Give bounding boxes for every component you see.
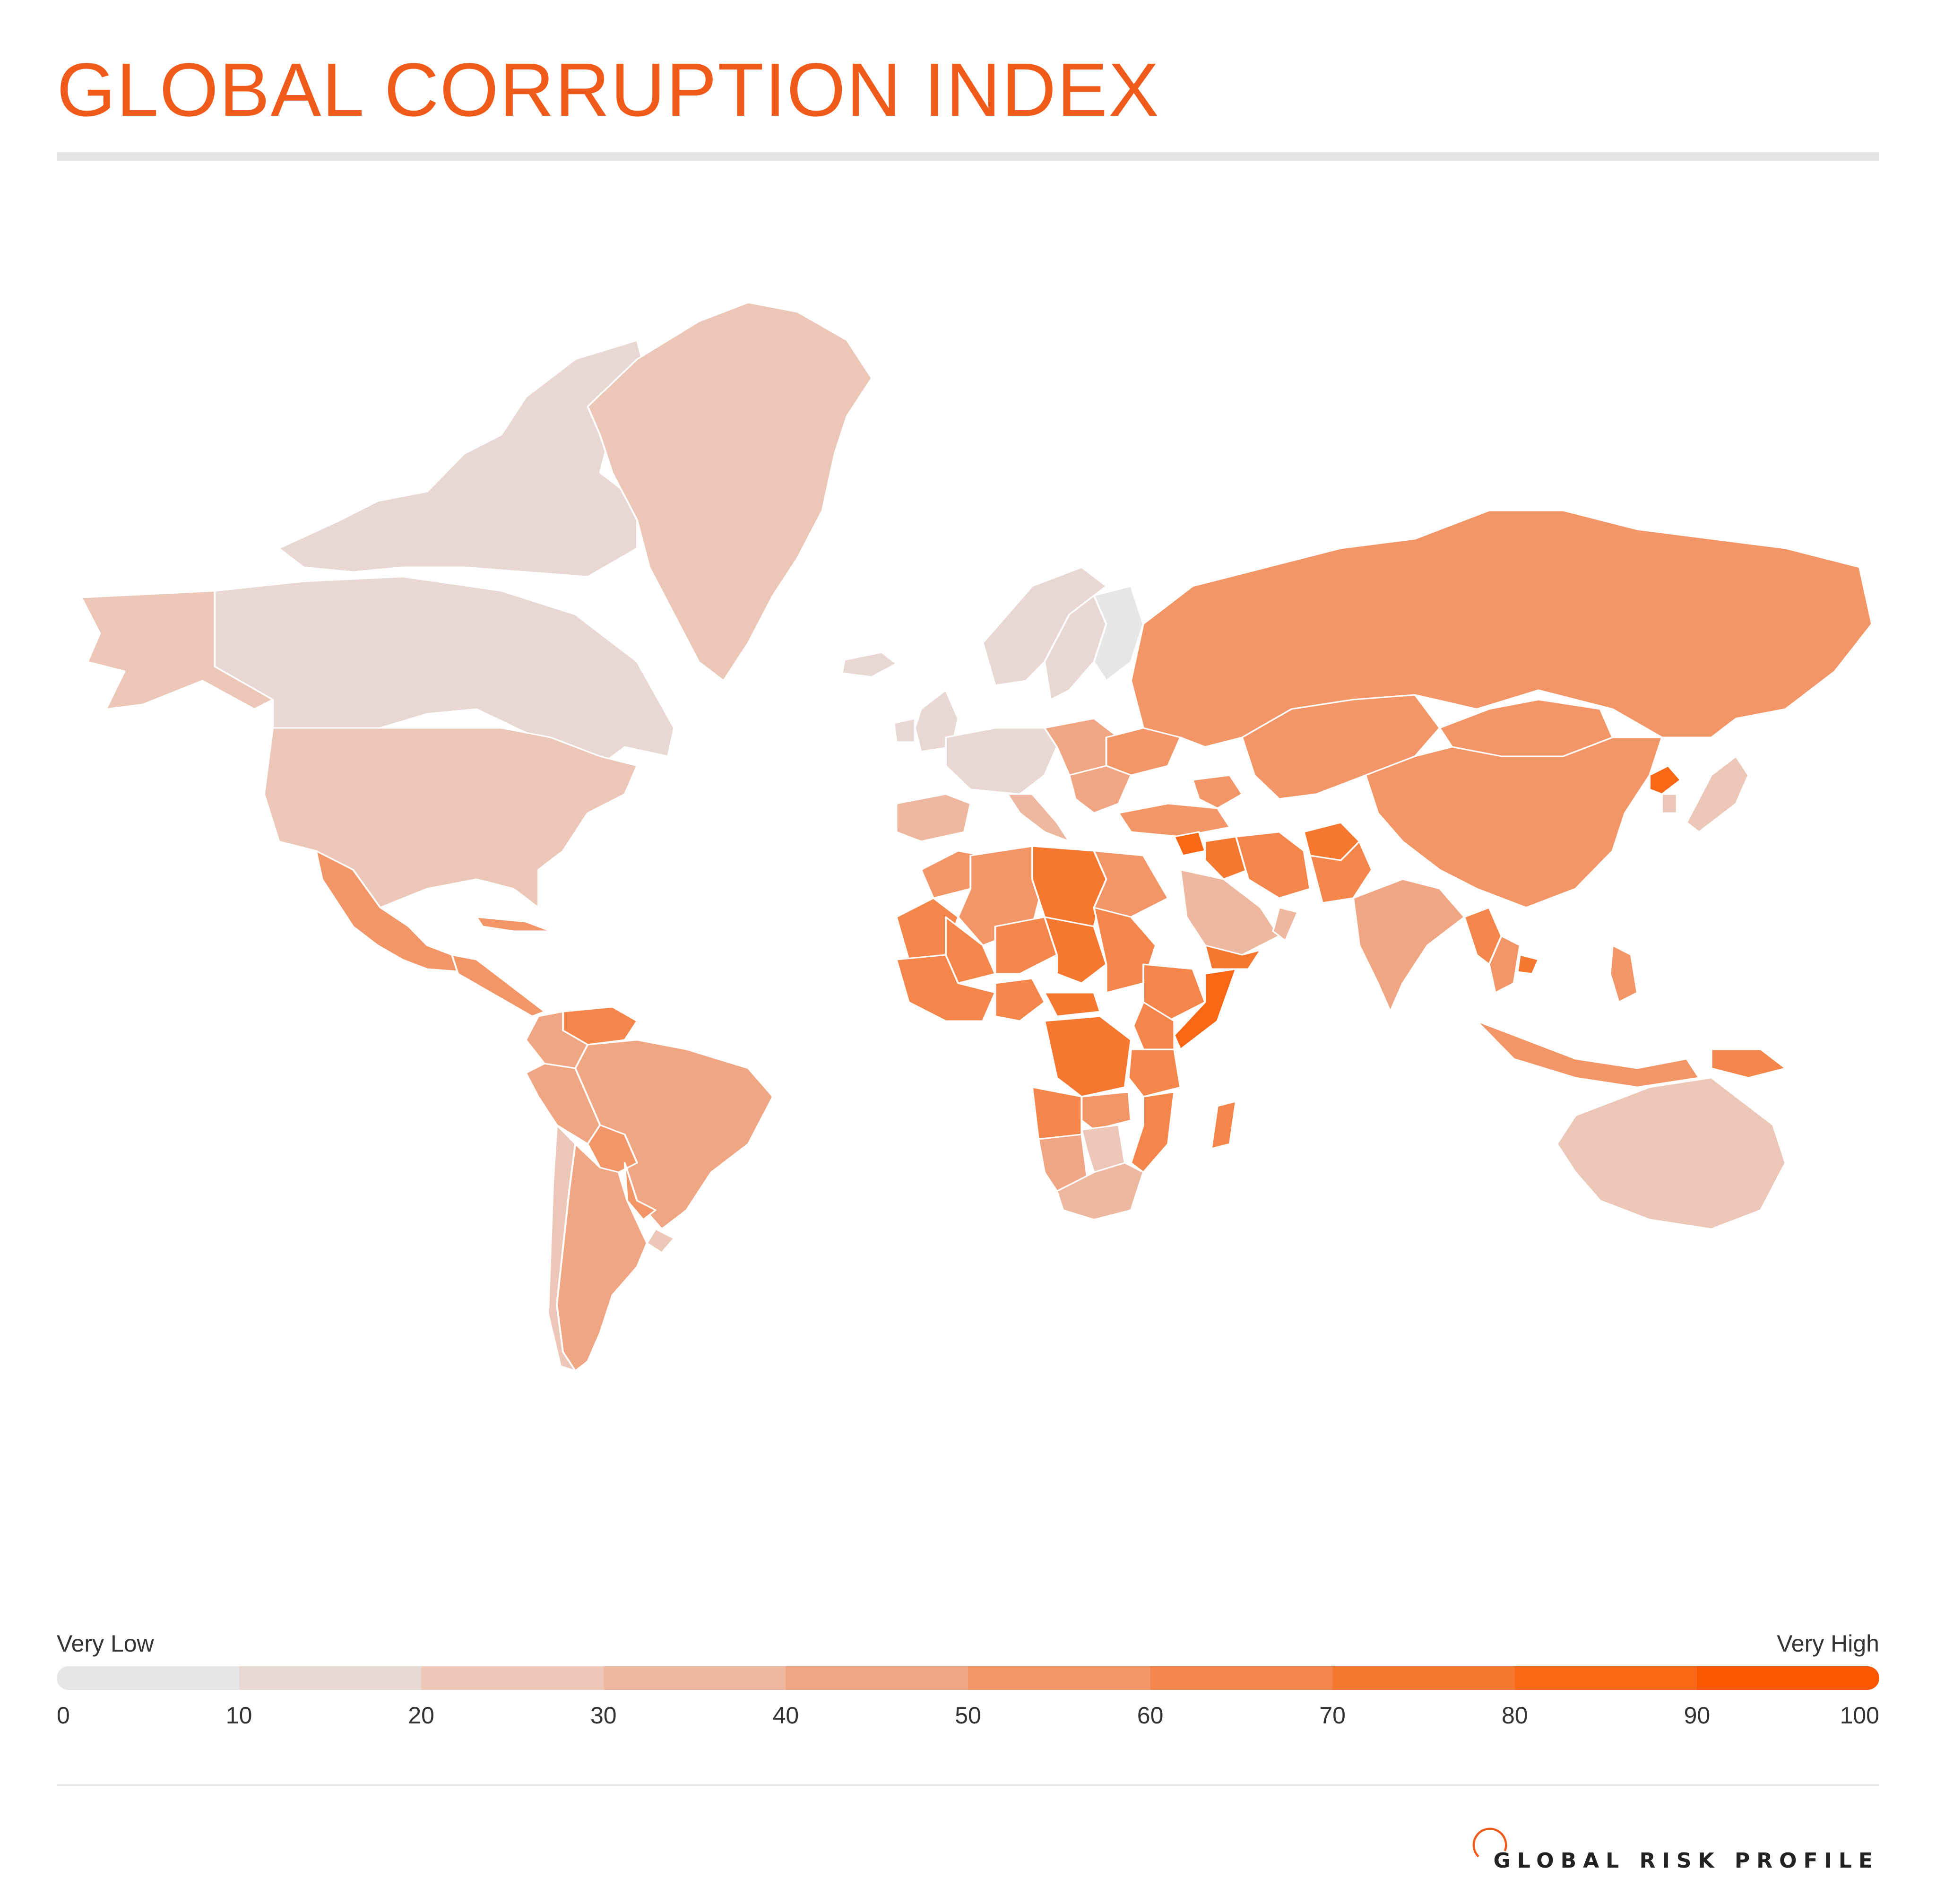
map-title: GLOBAL CORRUPTION INDEX — [57, 47, 1160, 132]
Thailand — [1488, 935, 1521, 994]
China — [1365, 736, 1663, 909]
Iberia — [895, 793, 972, 842]
Pakistan — [1309, 840, 1373, 904]
Iraq — [1204, 836, 1249, 880]
legend-high-label: Very High — [1777, 1630, 1879, 1657]
United States — [263, 727, 638, 909]
legend-swatch-8 — [1514, 1666, 1697, 1690]
Nigeria — [994, 978, 1046, 1022]
title-divider — [57, 152, 1879, 161]
Madagascar — [1210, 1100, 1237, 1150]
Ireland — [893, 718, 916, 743]
Yemen — [1204, 944, 1262, 970]
Chad — [1044, 916, 1107, 984]
arc-logo-icon — [1472, 1827, 1507, 1858]
Japan — [1685, 755, 1750, 833]
Oman — [1272, 907, 1299, 942]
Central African Republic — [1044, 992, 1101, 1017]
legend-swatch-4 — [786, 1666, 968, 1690]
legend-swatch-1 — [239, 1666, 422, 1690]
world-choropleth-map — [80, 302, 1873, 1372]
Finland — [1093, 585, 1144, 682]
North Korea — [1649, 765, 1682, 795]
legend-tick-label: 70 — [1319, 1702, 1346, 1729]
DR Congo — [1044, 1015, 1132, 1098]
legend-swatch-2 — [421, 1666, 604, 1690]
Philippines — [1609, 944, 1638, 1003]
brand-name: GLOBAL RISK PROFILE — [1493, 1849, 1879, 1873]
Turkey — [1117, 803, 1231, 838]
legend-tick-label: 90 — [1684, 1702, 1711, 1729]
Iceland — [841, 651, 898, 678]
legend-tick-label: 10 — [225, 1702, 252, 1729]
Italy — [1006, 793, 1071, 842]
West Africa — [895, 954, 996, 1022]
legend-swatch-0 — [57, 1666, 239, 1690]
Iran — [1235, 831, 1311, 899]
Indonesia — [1476, 1020, 1700, 1088]
India — [1352, 878, 1466, 1013]
Syria — [1173, 831, 1206, 857]
Greenland — [587, 302, 873, 682]
Ethiopia — [1142, 963, 1206, 1022]
Paraguay — [623, 1162, 657, 1220]
legend-color-scale — [57, 1666, 1879, 1690]
legend-tick-label: 60 — [1137, 1702, 1164, 1729]
legend-swatch-3 — [603, 1666, 786, 1690]
Tanzania — [1127, 1048, 1182, 1098]
brand-logo: GLOBAL RISK PROFILE — [1470, 1825, 1879, 1873]
legend-swatch-7 — [1332, 1666, 1515, 1690]
Russia — [1130, 510, 1873, 748]
Papua New Guinea — [1710, 1048, 1787, 1079]
legend-swatch-9 — [1697, 1666, 1879, 1690]
Balkans — [1068, 765, 1132, 814]
Mozambique — [1130, 1091, 1175, 1173]
footer-divider — [57, 1784, 1879, 1786]
Zambia — [1080, 1091, 1132, 1131]
legend-tick-label: 40 — [772, 1702, 799, 1729]
Central America — [451, 954, 545, 1017]
Canadian Arctic Islands — [278, 339, 650, 578]
legend-tick-label: 20 — [408, 1702, 434, 1729]
Argentina — [556, 1143, 648, 1372]
Saudi Arabia — [1179, 869, 1280, 956]
legend-tick-label: 30 — [590, 1702, 617, 1729]
Egypt — [1093, 850, 1169, 918]
Australia — [1556, 1077, 1787, 1230]
Western Europe — [945, 727, 1058, 795]
Niger — [994, 916, 1058, 975]
legend-swatch-6 — [1150, 1666, 1333, 1690]
legend-tick-label: 50 — [955, 1702, 981, 1729]
Angola — [1031, 1086, 1083, 1140]
South Africa — [1056, 1162, 1144, 1220]
Uruguay — [646, 1228, 675, 1254]
legend-low-label: Very Low — [57, 1630, 154, 1657]
South Korea — [1661, 793, 1678, 814]
legend-swatch-5 — [968, 1666, 1150, 1690]
legend-tick-label: 80 — [1501, 1702, 1528, 1729]
Cambodia — [1516, 954, 1539, 975]
legend-tick-label: 100 — [1840, 1702, 1879, 1729]
legend-tick-label: 0 — [57, 1702, 70, 1729]
Somalia — [1173, 968, 1237, 1050]
Cuba — [475, 916, 552, 932]
Caucasus — [1192, 774, 1243, 809]
